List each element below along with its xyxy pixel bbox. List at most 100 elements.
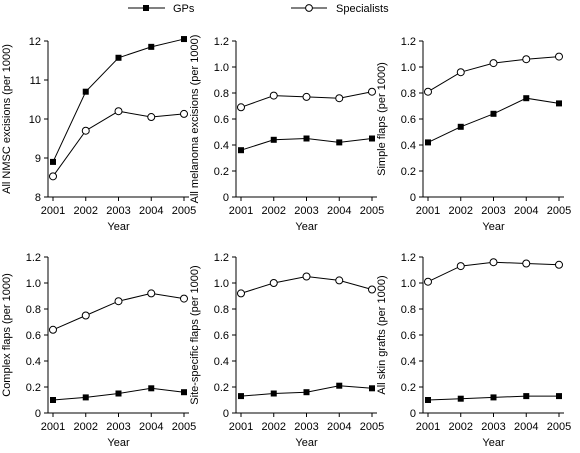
- data-point-gps: [148, 385, 155, 392]
- x-tick-label: 2002: [449, 421, 473, 433]
- y-tick-label: 0: [223, 192, 229, 204]
- data-point-specialists: [555, 52, 563, 61]
- x-tick-label: 2002: [74, 421, 98, 433]
- chart-panel-1: 8 9 10 11 12 2001 2002 2003 2004 2005 Year All NMSC…: [1, 36, 196, 233]
- y-tick-label: 1.2: [214, 252, 229, 264]
- y-axis-label: All skin grafts (per 1000): [376, 275, 388, 394]
- y-tick-label: 9: [35, 153, 41, 165]
- data-point-gps: [303, 135, 310, 142]
- x-tick-label: 2005: [172, 421, 196, 433]
- y-tick-label: 0.6: [214, 330, 229, 342]
- data-point-gps: [50, 158, 56, 165]
- x-tick-label: 2002: [262, 421, 286, 433]
- x-axis-label: Year: [295, 437, 318, 449]
- y-tick-label: 1.2: [26, 252, 41, 264]
- x-tick-label: 2002: [262, 205, 286, 217]
- y-tick-label: 10: [29, 114, 41, 126]
- y-tick-label: 0: [410, 192, 416, 204]
- data-point-gps: [270, 390, 277, 397]
- x-tick-label: 2003: [481, 205, 505, 217]
- data-point-specialists: [49, 325, 57, 334]
- x-tick-label: 2005: [172, 205, 196, 217]
- y-tick-label: 0.6: [401, 114, 416, 126]
- data-point-gps: [181, 36, 187, 43]
- y-tick-label: 11: [30, 75, 41, 87]
- x-tick-label: 2001: [41, 421, 65, 433]
- x-tick-label: 2002: [74, 205, 98, 217]
- x-tick-label: 2004: [514, 421, 538, 433]
- data-point-gps: [425, 139, 431, 146]
- x-tick-label: 2003: [294, 205, 318, 217]
- data-point-gps: [369, 385, 375, 392]
- data-point-gps: [115, 54, 122, 61]
- y-tick-label: 0.2: [214, 382, 229, 394]
- x-axis-label: Year: [295, 221, 318, 233]
- data-point-gps: [238, 147, 244, 154]
- data-point-specialists: [237, 289, 245, 298]
- y-tick-label: 0.6: [401, 330, 416, 342]
- data-point-gps: [303, 389, 310, 396]
- x-tick-label: 2002: [449, 205, 473, 217]
- y-tick-label: 1.2: [401, 252, 416, 264]
- series-line-specialists: [52, 110, 185, 177]
- y-tick-label: 1.2: [214, 36, 229, 48]
- data-point-gps: [556, 100, 562, 107]
- y-tick-label: 0.8: [214, 304, 229, 316]
- data-point-gps: [50, 397, 56, 403]
- data-point-specialists: [81, 126, 90, 135]
- legend-specialists-label: Specialists: [336, 3, 389, 15]
- x-tick-label: 2001: [229, 421, 253, 433]
- data-point-specialists: [114, 297, 123, 306]
- data-point-specialists: [147, 289, 156, 298]
- data-point-gps: [115, 390, 122, 397]
- data-point-specialists: [81, 311, 90, 320]
- y-tick-label: 0.8: [401, 88, 416, 100]
- data-point-gps: [523, 95, 530, 102]
- data-point-specialists: [114, 107, 123, 116]
- y-tick-label: 0.8: [214, 88, 229, 100]
- data-point-specialists: [522, 259, 531, 268]
- data-point-gps: [270, 136, 277, 143]
- y-tick-label: 0.4: [214, 356, 229, 368]
- x-axis-label: Year: [107, 221, 130, 233]
- chart-panel-3: 0 0.2 0.4 0.6 0.8 1.0 1.2 2001 2002 2003 2004 2005 Y…: [376, 36, 571, 233]
- data-point-gps: [523, 393, 530, 400]
- y-tick-label: 12: [29, 36, 41, 48]
- x-tick-label: 2005: [360, 421, 384, 433]
- x-tick-label: 2005: [547, 421, 571, 433]
- data-point-specialists: [335, 276, 344, 285]
- y-tick-label: 0: [410, 408, 416, 420]
- y-axis-label: Complex flaps (per 1000): [1, 273, 13, 397]
- legend-specialists-marker: [305, 4, 313, 12]
- data-point-specialists: [302, 272, 311, 281]
- chart-panel-5: 0 0.2 0.4 0.6 0.8 1.0 1.2 2001 2002 2003 2004 2005 Y…: [189, 252, 384, 449]
- x-tick-label: 2003: [294, 421, 318, 433]
- y-axis-label: All NMSC excisions (per 1000): [1, 44, 13, 194]
- data-point-specialists: [456, 262, 465, 271]
- data-point-specialists: [269, 279, 278, 287]
- y-tick-label: 0.6: [214, 114, 229, 126]
- y-tick-label: 0.4: [401, 356, 416, 368]
- data-point-specialists: [424, 277, 432, 286]
- chart-panel-4: 0 0.2 0.4 0.6 0.8 1.0 1.2 2001 2002 2003 2004 2005 Y…: [1, 252, 196, 449]
- chart-panel-2: 0 0.2 0.4 0.6 0.8 1.0 1.2 2001 2002 2003 2004 2005 Y…: [189, 35, 384, 233]
- chart-panel-6: 0 0.2 0.4 0.6 0.8 1.0 1.2 2001 2002 2003 2004 2005 Y…: [376, 252, 571, 449]
- data-point-specialists: [237, 103, 245, 112]
- x-tick-label: 2001: [229, 205, 253, 217]
- y-tick-label: 0.4: [214, 140, 229, 152]
- y-tick-label: 1.0: [26, 278, 41, 290]
- legend-gps-marker: [143, 5, 149, 11]
- x-axis-label: Year: [482, 221, 505, 233]
- x-tick-label: 2005: [360, 205, 384, 217]
- y-tick-label: 0.2: [401, 382, 416, 394]
- x-axis-label: Year: [482, 437, 505, 449]
- data-point-gps: [238, 393, 244, 400]
- x-tick-label: 2004: [514, 205, 538, 217]
- data-point-gps: [457, 123, 464, 130]
- y-tick-label: 1.2: [401, 36, 416, 48]
- data-point-gps: [369, 135, 375, 142]
- y-tick-label: 0.8: [401, 304, 416, 316]
- y-tick-label: 0.4: [401, 140, 416, 152]
- x-tick-label: 2004: [139, 205, 163, 217]
